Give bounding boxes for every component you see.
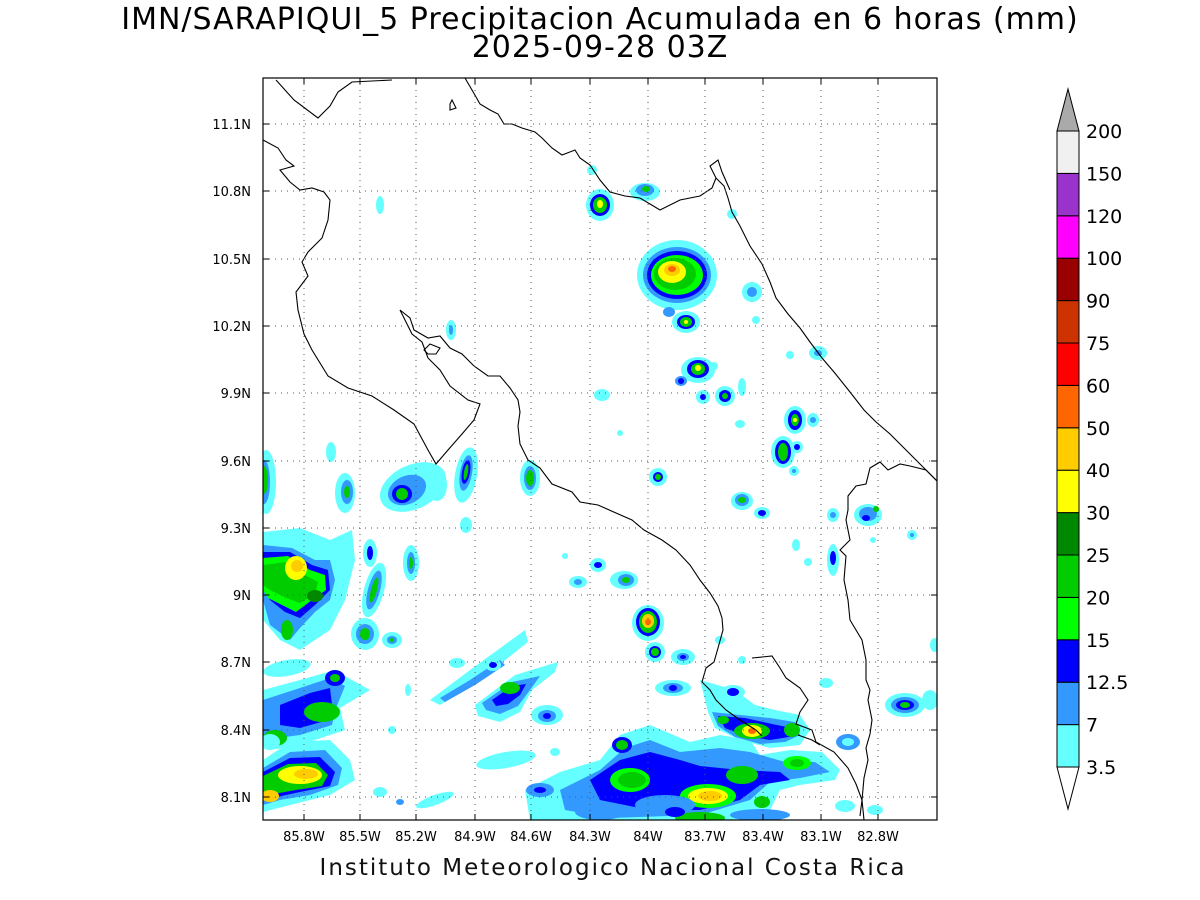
lat-label: 8.1N — [221, 791, 251, 806]
legend-swatch — [1056, 384, 1080, 429]
lat-label: 10.8N — [212, 185, 251, 200]
lon-label: 85.2W — [395, 830, 437, 845]
legend-swatch — [1056, 554, 1080, 598]
legend-swatch — [1056, 172, 1080, 217]
lon-label: 85.8W — [283, 830, 325, 845]
color-legend: 3.5 7 12.5 15 20 25 30 40 50 60 75 90 100 120 150 200 — [1056, 87, 1128, 811]
legend-swatch — [1056, 300, 1080, 344]
precip-cell — [672, 311, 700, 333]
legend-label: 12.5 — [1086, 672, 1128, 694]
precip-cell — [361, 562, 387, 618]
lat-label: 9.6N — [221, 455, 251, 470]
legend-max-arrow — [1056, 87, 1080, 132]
lat-label: 10.5N — [212, 253, 251, 268]
lon-label: 85.5W — [339, 830, 381, 845]
precip-cell — [263, 670, 370, 750]
legend-label: 200 — [1086, 121, 1122, 143]
legend-swatch — [1056, 596, 1080, 641]
precip-cell — [630, 183, 660, 201]
precip-field — [263, 165, 937, 820]
legend-min-arrow — [1056, 766, 1080, 811]
lat-labels: 11.1N 10.8N 10.5N 10.2N 9.9N 9.6N 9.3N 9… — [212, 118, 251, 806]
legend-label: 25 — [1086, 545, 1110, 567]
lon-labels: 85.8W 85.5W 85.2W 84.9W 84.6W 84.3W 84W … — [283, 830, 899, 845]
precip-cell — [263, 740, 355, 812]
legend-swatch — [1056, 639, 1080, 683]
precip-cell — [525, 725, 840, 820]
precip-cell — [520, 460, 540, 496]
lon-label: 83.7W — [684, 830, 726, 845]
precip-cell — [263, 528, 355, 650]
legend-label: 7 — [1086, 715, 1098, 737]
legend-label: 30 — [1086, 503, 1110, 525]
precip-cell — [854, 504, 882, 526]
plot-frame — [262, 77, 938, 821]
lat-label: 8.7N — [221, 656, 251, 671]
lat-label: 8.4N — [221, 724, 251, 739]
legend-label: 100 — [1086, 248, 1122, 270]
legend-label: 120 — [1086, 206, 1122, 228]
precip-cell — [430, 630, 528, 705]
legend-label: 3.5 — [1086, 757, 1116, 779]
legend-label: 15 — [1086, 630, 1110, 652]
lon-label: 82.8W — [857, 830, 899, 845]
grid — [263, 78, 937, 820]
precip-cell — [454, 447, 478, 503]
legend-swatch — [1056, 427, 1080, 471]
lat-label: 9N — [233, 589, 251, 604]
precip-cell — [771, 436, 795, 468]
coastline — [263, 78, 937, 820]
footer-credit: Instituto Meteorologico Nacional Costa R… — [319, 855, 907, 881]
legend-label: 40 — [1086, 460, 1110, 482]
legend-swatch — [1056, 724, 1080, 768]
precip-cell — [632, 605, 664, 641]
lat-label: 9.3N — [221, 522, 251, 537]
precip-cell — [637, 240, 717, 310]
precip-cell — [351, 618, 379, 650]
lat-label: 10.2N — [212, 320, 251, 335]
legend-label: 90 — [1086, 291, 1110, 313]
legend-label: 60 — [1086, 375, 1110, 397]
lon-label: 84.3W — [569, 830, 611, 845]
map-title: IMN/SARAPIQUI_5 Precipitacion Acumulada … — [121, 2, 1079, 37]
legend-swatch — [1056, 257, 1080, 302]
legend-swatch — [1056, 512, 1080, 556]
legend-label: 20 — [1086, 587, 1110, 609]
precip-cell — [784, 406, 806, 434]
precip-cell — [475, 662, 558, 722]
lon-label: 83.1W — [800, 830, 842, 845]
legend-label: 150 — [1086, 163, 1122, 185]
legend-label: 75 — [1086, 333, 1110, 355]
legend-swatch — [1056, 469, 1080, 514]
legend-swatch — [1056, 342, 1080, 386]
lon-label: 83.4W — [742, 830, 784, 845]
legend-swatch — [1056, 681, 1080, 726]
precip-cell — [681, 357, 715, 383]
legend-swatch — [1056, 130, 1080, 174]
lon-label: 84.6W — [510, 830, 552, 845]
lon-label: 84.9W — [454, 830, 496, 845]
lat-label: 11.1N — [212, 118, 251, 133]
precip-cell — [586, 189, 614, 221]
legend-swatch — [1056, 215, 1080, 259]
lon-label: 84W — [633, 830, 663, 845]
legend-label: 50 — [1086, 418, 1110, 440]
lat-label: 9.9N — [221, 387, 251, 402]
map-subtitle: 2025-09-28 03Z — [471, 30, 729, 65]
